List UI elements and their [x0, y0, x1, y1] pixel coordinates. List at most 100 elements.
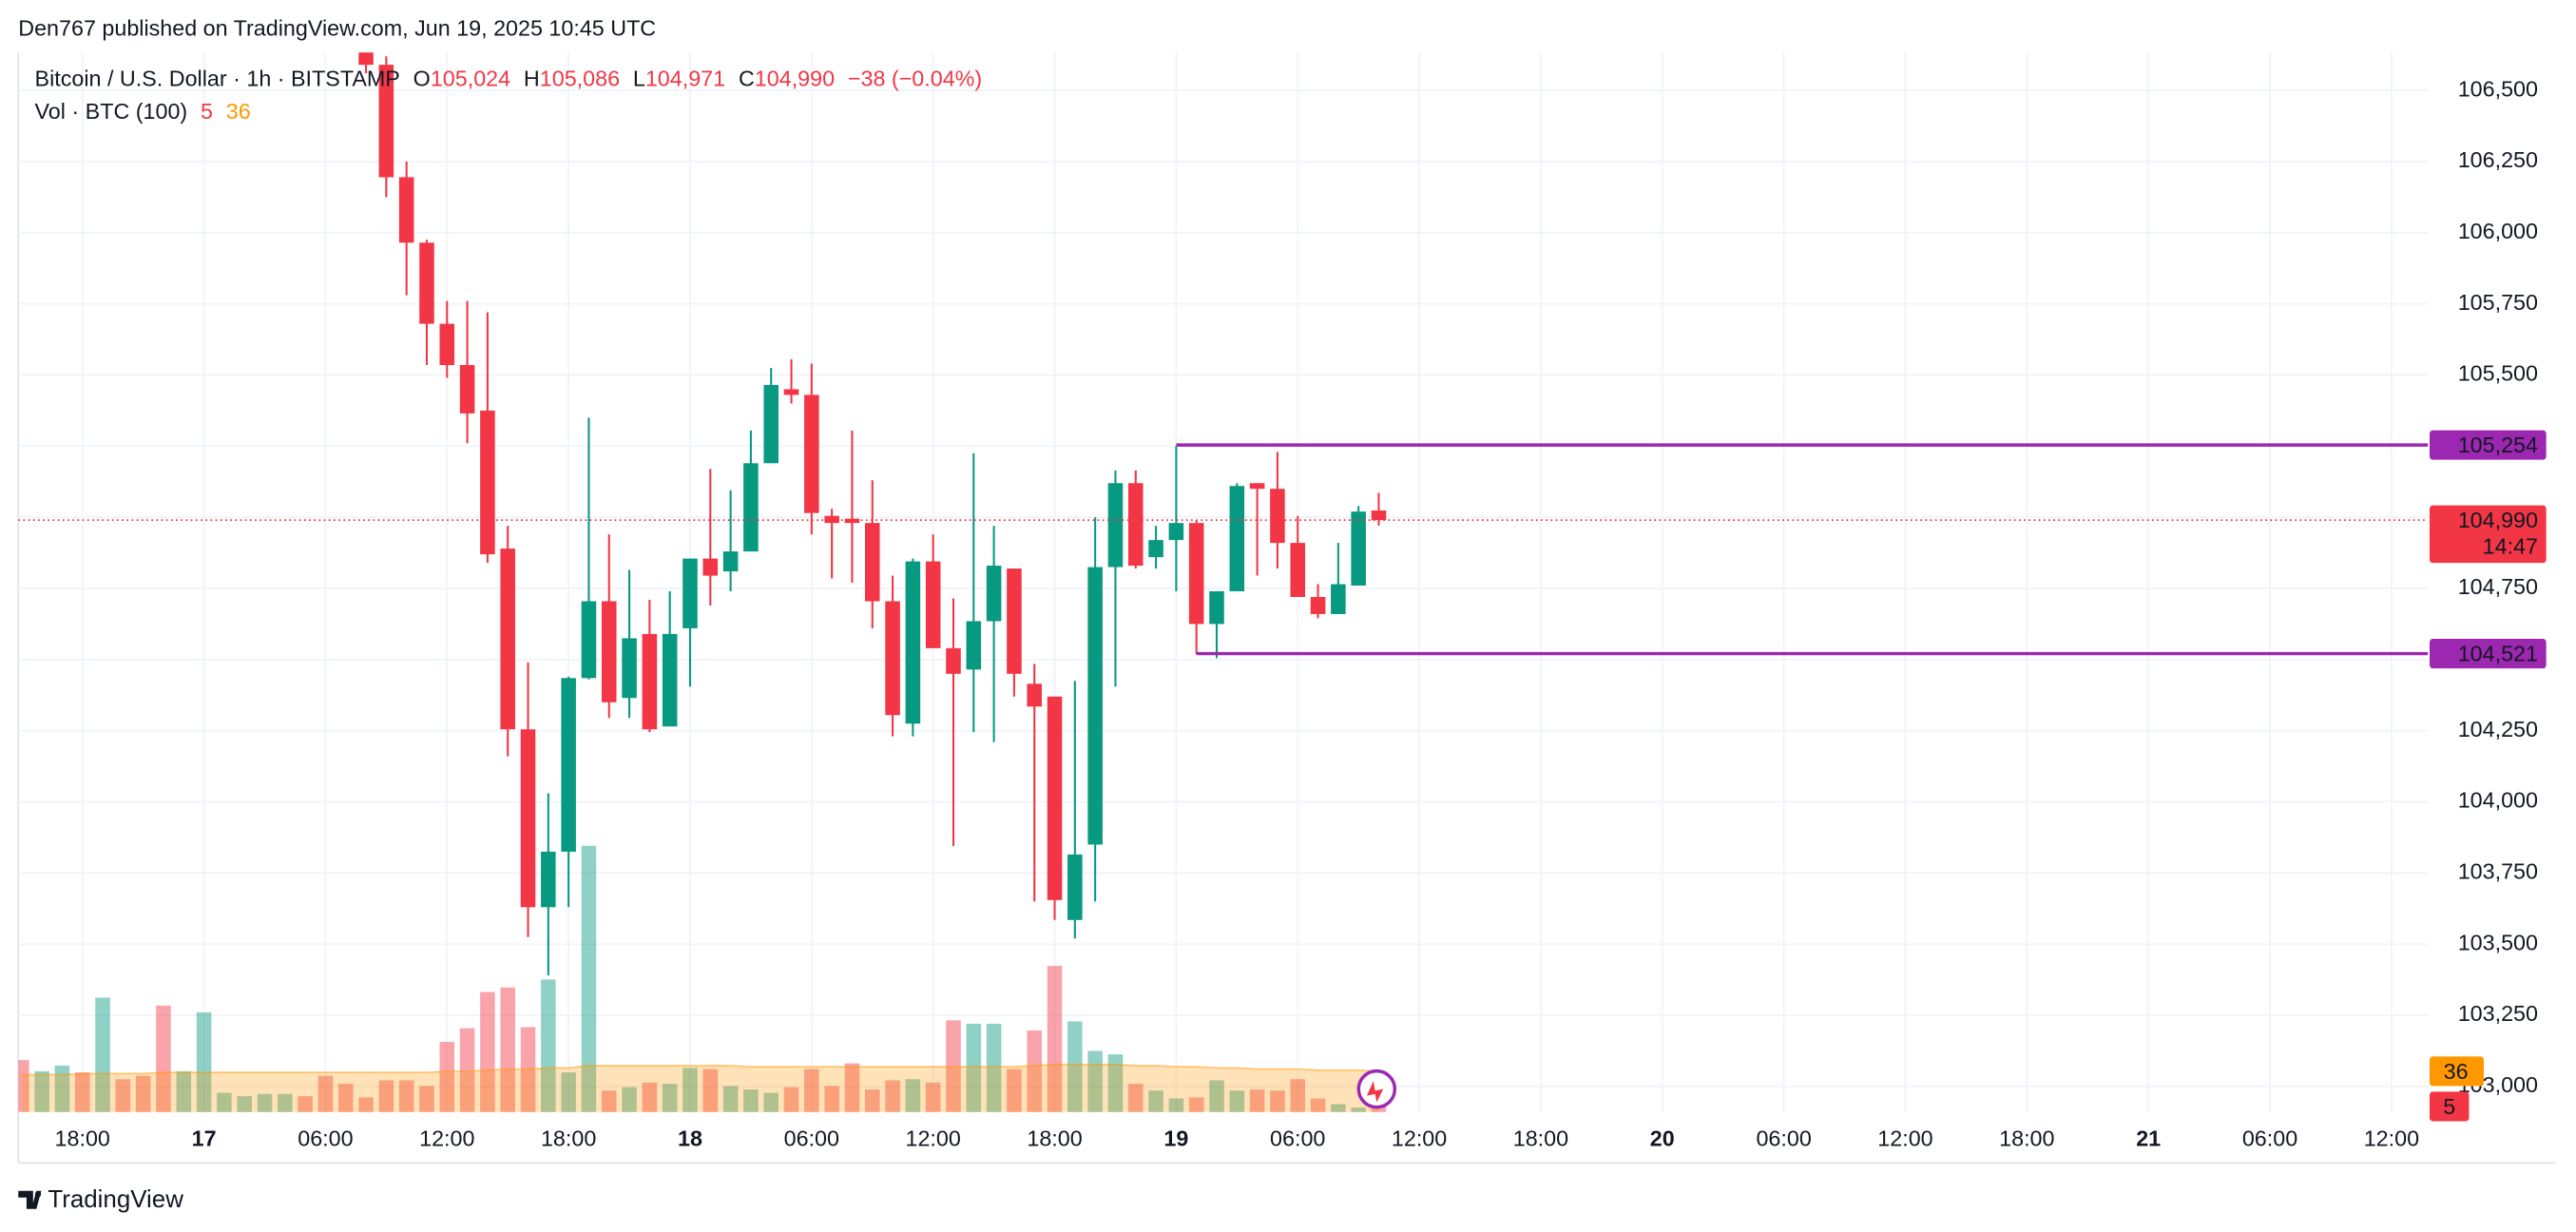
x-tick-label: 12:00: [906, 1126, 961, 1150]
x-tick-label: 18: [678, 1126, 702, 1150]
candle-body: [743, 463, 759, 552]
plot-area: [18, 52, 2429, 1112]
volume-bar: [135, 1075, 151, 1112]
candle-body: [1371, 510, 1387, 521]
candle-body: [1290, 543, 1306, 597]
level-badge: [2429, 639, 2547, 669]
volume-bar: [237, 1096, 252, 1112]
volume-bar: [480, 991, 495, 1112]
volume-title: Vol · BTC (100): [35, 99, 188, 124]
candle-body: [722, 551, 739, 572]
candle-body: [459, 365, 475, 414]
y-tick-label: 103,750: [2458, 859, 2538, 884]
candle-body: [1027, 683, 1042, 707]
candle-body: [642, 633, 658, 730]
candle-body: [1331, 584, 1346, 614]
candle-body: [561, 678, 576, 852]
volume-bar: [115, 1079, 131, 1112]
volume-bar: [54, 1065, 70, 1112]
candle-body: [1047, 696, 1063, 900]
legend: Bitcoin / U.S. Dollar · 1h · BITSTAMP O 10…: [35, 67, 983, 125]
icon-bolt[interactable]: [1366, 1081, 1384, 1103]
volume-ma-badge: [2429, 1056, 2484, 1087]
y-tick-label: 105,750: [2458, 290, 2538, 315]
candle-body: [1148, 540, 1163, 558]
legend-key: O: [413, 67, 431, 91]
x-tick-label: 18:00: [1999, 1126, 2054, 1150]
volume-ma-line: [21, 1063, 1379, 1076]
volume-ma-area: [21, 1064, 1379, 1112]
symbol-title: Bitcoin / U.S. Dollar · 1h · BITSTAMP: [35, 67, 400, 91]
candle-body: [1127, 483, 1144, 567]
volume-bar: [419, 1086, 434, 1112]
x-tick-label: 06:00: [1270, 1126, 1325, 1150]
candle-body: [1229, 486, 1245, 592]
legend-value: 104,971: [645, 67, 725, 91]
candle-body: [925, 561, 941, 648]
grid: [18, 52, 2429, 1112]
y-tick-label: 103,250: [2458, 1001, 2538, 1026]
candle-body: [702, 558, 719, 576]
icon-ring[interactable]: [1356, 1068, 1397, 1109]
candle-body: [1351, 511, 1366, 587]
volume-bar: [864, 1089, 880, 1112]
volume-bar: [541, 979, 556, 1112]
candle-body: [520, 729, 536, 908]
candle-body: [763, 384, 779, 464]
volume-bar: [783, 1087, 799, 1112]
axes: 103,000103,250103,500103,750104,000104,2…: [55, 76, 2547, 1150]
volume-ma-badge-label: 36: [2444, 1059, 2469, 1084]
symbol-legend: Bitcoin / U.S. Dollar · 1h · BITSTAMP O 10…: [35, 67, 983, 91]
volume-bar: [601, 1090, 617, 1112]
volume-bar: [34, 1070, 49, 1112]
volume-bar: [74, 1072, 90, 1112]
y-tick-label: 105,500: [2458, 361, 2538, 386]
candle-body: [986, 566, 1002, 622]
assistant-icon[interactable]: [1356, 1068, 1397, 1109]
volume-bar: [581, 845, 597, 1112]
candle-body: [581, 601, 597, 679]
level-label: 104,521: [2458, 641, 2538, 665]
volume-bar: [986, 1023, 1002, 1112]
candle-body: [439, 323, 455, 366]
volume-bar: [1087, 1050, 1103, 1112]
y-tick-label: 104,250: [2458, 717, 2538, 741]
candle-body: [1087, 567, 1103, 845]
candle-body: [662, 633, 678, 727]
volume-bar: [257, 1093, 273, 1112]
volume-bar: [824, 1086, 839, 1112]
candle-body: [682, 558, 698, 628]
volume-legend: Vol · BTC (100) 5 36: [35, 99, 251, 124]
legend-key: H: [524, 67, 540, 91]
volume-bar: [885, 1080, 900, 1112]
x-tick-label: 06:00: [1756, 1126, 1811, 1150]
volume-bar: [278, 1093, 293, 1112]
countdown-label: 14:47: [2483, 534, 2538, 559]
volume-bar: [1270, 1090, 1285, 1112]
candle-body: [1188, 523, 1204, 625]
x-tick-label: 12:00: [419, 1126, 474, 1150]
x-tick-label: 18:00: [1027, 1126, 1082, 1150]
x-tick-label: 12:00: [1392, 1126, 1447, 1150]
candle-body: [1168, 523, 1184, 541]
volume-ma-value: 36: [226, 99, 251, 124]
volume-bar: [702, 1068, 719, 1112]
x-tick-label: 20: [1650, 1126, 1675, 1150]
volume-bar: [1229, 1090, 1245, 1112]
candle-body: [601, 601, 617, 703]
brand-name: TradingView: [48, 1186, 183, 1213]
candle-body: [885, 601, 900, 716]
level-badge: [2429, 430, 2547, 460]
y-tick-label: 106,000: [2458, 219, 2538, 243]
volume-bar: [1007, 1068, 1022, 1112]
x-tick-label: 19: [1163, 1126, 1188, 1150]
volume-bar: [1371, 1106, 1387, 1112]
legend-change: −38 (−0.04%): [848, 67, 982, 91]
publish-note: Den767 published on TradingView.com, Jun…: [18, 15, 656, 40]
logo-dot: [34, 1191, 42, 1198]
candle-body: [1067, 854, 1083, 920]
volume-bar: [298, 1096, 313, 1112]
candle-body: [1310, 596, 1326, 614]
